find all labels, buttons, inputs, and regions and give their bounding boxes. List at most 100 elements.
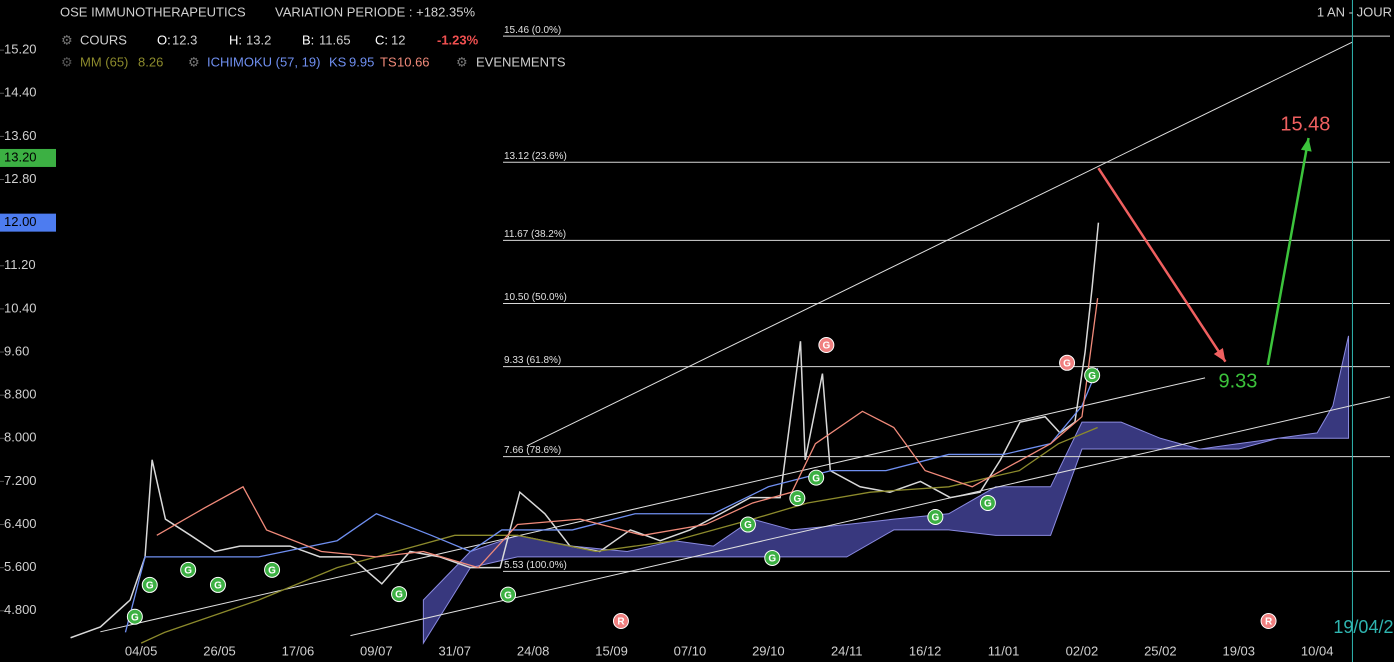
fib-label: 5.53 (100.0%) [504, 560, 567, 571]
ks-value: 9.95 [349, 54, 374, 69]
event-marker[interactable] [808, 469, 825, 486]
x-tick-label: 17/06 [282, 643, 315, 658]
annotation: 9.33 [1219, 370, 1258, 392]
quote-label: H: [229, 32, 242, 47]
event-marker[interactable] [927, 508, 944, 525]
x-tick-label: 19/03 [1222, 643, 1255, 658]
fib-label: 7.66 (78.6%) [504, 445, 561, 456]
x-tick-label: 11/01 [988, 643, 1020, 658]
quote-label: B: [302, 32, 314, 47]
events-label[interactable]: EVENEMENTS [476, 54, 566, 69]
event-label: G [744, 520, 752, 531]
event-marker[interactable] [612, 613, 629, 630]
series-label: COURS [80, 32, 127, 47]
y-tick-label: 14.40 [4, 85, 37, 100]
quote-value: 11.65 [319, 32, 351, 47]
fib-label: 10.50 (50.0%) [504, 292, 567, 303]
y-tick-label: 9.60 [4, 343, 29, 358]
y-tick-label: 11.20 [4, 257, 36, 272]
fib-label: 11.67 (38.2%) [504, 229, 566, 240]
event-marker[interactable] [180, 561, 197, 578]
trend-line [526, 41, 1353, 447]
event-marker[interactable] [979, 494, 996, 511]
quote-value: 12.3 [172, 32, 197, 47]
mm-label: MM (65) [80, 54, 128, 69]
event-marker[interactable] [1260, 613, 1277, 630]
change: -1.23% [437, 32, 479, 47]
ks-label: KS [329, 54, 347, 69]
y-tick-label: 15.20 [4, 42, 37, 57]
arrow-head [1300, 138, 1312, 152]
event-label: G [504, 590, 512, 601]
event-marker[interactable] [141, 576, 158, 593]
event-label: G [146, 581, 154, 592]
price-badge [0, 148, 56, 167]
annotation: 15.48 [1280, 113, 1330, 135]
event-label: G [812, 473, 820, 484]
ts-label: TS [380, 54, 397, 69]
event-label: G [931, 513, 939, 524]
y-tick-label: 8.000 [4, 430, 37, 445]
x-tick-label: 02/02 [1066, 643, 1099, 658]
y-tick-label: 5.600 [4, 559, 37, 574]
variation: VARIATION PERIODE : +182.35% [275, 4, 475, 19]
gear-icon[interactable]: ⚙ [61, 54, 73, 69]
x-tick-label: 26/05 [203, 643, 236, 658]
event-label: G [184, 565, 192, 576]
event-marker[interactable] [264, 561, 281, 578]
event-label: G [131, 612, 139, 623]
fib-label: 9.33 (61.8%) [504, 355, 561, 366]
event-marker[interactable] [764, 549, 781, 566]
y-tick-label: 12.80 [4, 171, 37, 186]
x-tick-label: 31/07 [438, 643, 471, 658]
fib-label: 13.12 (23.6%) [504, 151, 567, 162]
x-tick-label: 29/10 [752, 643, 785, 658]
gear-icon[interactable]: ⚙ [188, 54, 200, 69]
event-label: G [822, 341, 830, 352]
indicator-line [124, 367, 1099, 633]
event-marker[interactable] [818, 337, 835, 354]
quote-label: O: [157, 32, 171, 47]
y-tick-label: 4.800 [4, 602, 37, 617]
event-marker[interactable] [789, 490, 806, 507]
x-tick-label: 16/12 [909, 643, 942, 658]
header: OSE IMMUNOTHERAPEUTICS VARIATION PERIODE… [60, 4, 1392, 69]
event-marker[interactable] [126, 608, 143, 625]
x-tick-label: 04/05 [125, 643, 158, 658]
ts-value: 10.66 [397, 54, 430, 69]
arrow [1266, 137, 1310, 366]
period[interactable]: 1 AN - JOUR [1317, 4, 1392, 19]
event-label: G [984, 499, 992, 510]
x-tick-label: 07/10 [674, 643, 707, 658]
gear-icon[interactable]: ⚙ [61, 32, 73, 47]
event-label: G [395, 590, 403, 601]
event-marker[interactable] [1059, 354, 1076, 371]
x-tick-label: 24/11 [831, 643, 863, 658]
event-marker[interactable] [391, 586, 408, 603]
event-marker[interactable] [209, 576, 226, 593]
indicator-line [140, 426, 1098, 644]
event-marker[interactable] [739, 516, 756, 533]
price-badge [0, 213, 56, 232]
event-marker[interactable] [1084, 367, 1101, 384]
x-tick-label: 10/04 [1301, 643, 1334, 658]
event-marker[interactable] [500, 586, 517, 603]
quote-value: 12 [391, 32, 405, 47]
gear-icon[interactable]: ⚙ [456, 54, 468, 69]
price-badge-label: 13.20 [4, 149, 37, 164]
price-badge-label: 12.00 [4, 214, 37, 229]
y-tick-label: 13.60 [4, 128, 37, 143]
x-tick-label: 25/02 [1144, 643, 1177, 658]
ichimoku-label: ICHIMOKU (57, 19) [207, 54, 320, 69]
cursor-label: 19/04/21 [1333, 617, 1394, 637]
x-tick-label: 09/07 [360, 643, 393, 658]
mm-value: 8.26 [138, 54, 163, 69]
trend-line [350, 396, 1391, 637]
arrow [1097, 167, 1227, 363]
x-tick-label: 15/09 [595, 643, 628, 658]
quote-label: C: [375, 32, 388, 47]
y-tick-label: 8.800 [4, 387, 37, 402]
